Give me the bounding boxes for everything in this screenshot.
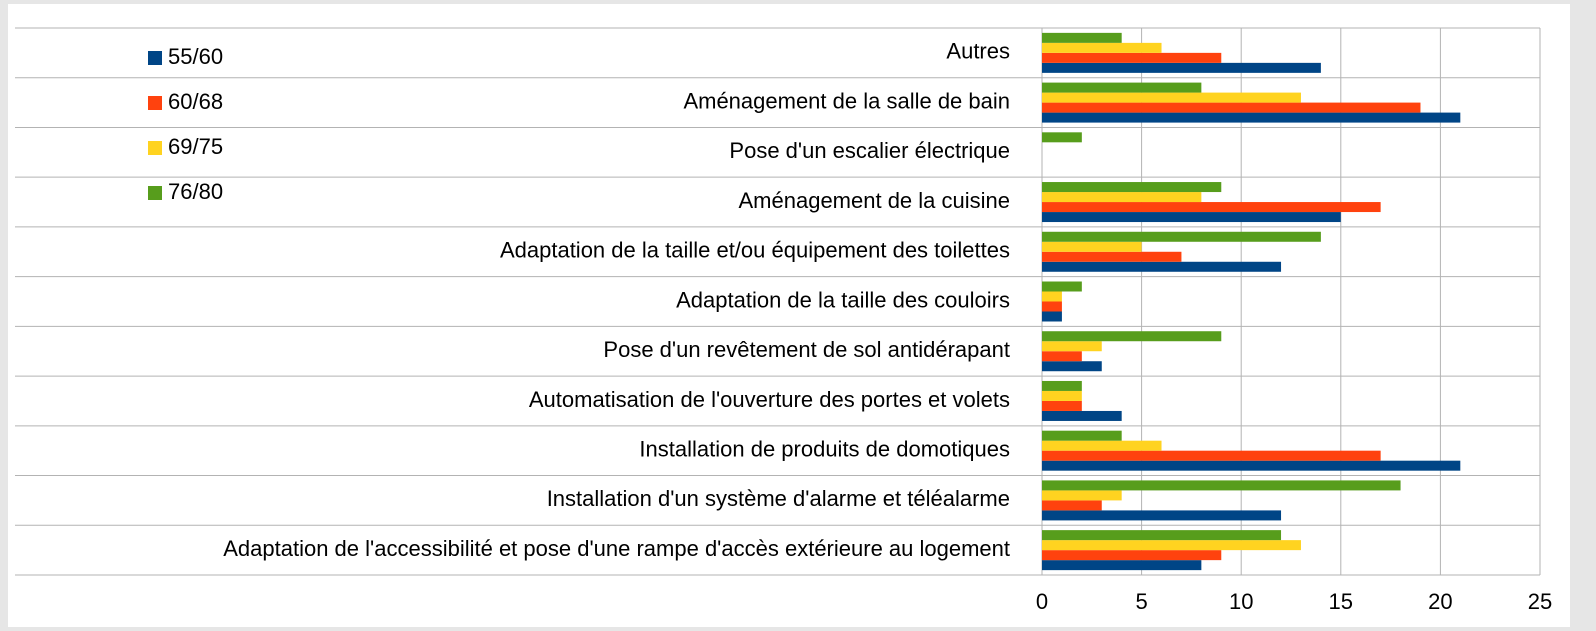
y-tick-label: Aménagement de la salle de bain: [683, 88, 1010, 113]
bar: [1042, 500, 1102, 511]
y-tick-label: Adaptation de la taille des couloirs: [676, 287, 1010, 312]
bar: [1042, 92, 1301, 103]
bar: [1042, 102, 1421, 113]
x-tick-label: 10: [1229, 589, 1253, 614]
bar: [1042, 32, 1122, 43]
legend-swatch: [148, 51, 162, 65]
bar: [1042, 112, 1461, 123]
bar: [1042, 361, 1102, 372]
y-tick-label: Automatisation de l'ouverture des portes…: [529, 387, 1010, 412]
y-tick-label: Pose d'un revêtement de sol antidérapant: [603, 337, 1010, 362]
y-tick-label: Installation de produits de domotiques: [639, 436, 1010, 461]
x-tick-label: 15: [1329, 589, 1353, 614]
legend-swatch: [148, 96, 162, 110]
bar: [1042, 291, 1062, 302]
legend-label: 60/68: [168, 89, 223, 114]
legend-swatch: [148, 141, 162, 155]
bar: [1042, 380, 1082, 391]
bar: [1042, 62, 1321, 73]
x-tick-label: 5: [1135, 589, 1147, 614]
y-tick-label: Adaptation de l'accessibilité et pose d'…: [223, 536, 1010, 561]
bar: [1042, 311, 1062, 322]
x-tick-label: 20: [1428, 589, 1452, 614]
bar: [1042, 490, 1122, 501]
bar: [1042, 400, 1082, 411]
y-tick-label: Autres: [946, 39, 1010, 64]
y-tick-label: Installation d'un système d'alarme et té…: [547, 486, 1010, 511]
bar: [1042, 410, 1122, 421]
bar: [1042, 390, 1082, 401]
bar: [1042, 212, 1341, 223]
y-tick-label: Adaptation de la taille et/ou équipement…: [500, 238, 1010, 263]
y-tick-label: Pose d'un escalier électrique: [729, 138, 1010, 163]
bar: [1042, 351, 1082, 362]
bar: [1042, 231, 1321, 242]
bar: [1042, 430, 1122, 441]
legend-label: 76/80: [168, 179, 223, 204]
bar: [1042, 52, 1222, 63]
bar: [1042, 450, 1381, 461]
bar: [1042, 560, 1202, 571]
bar: [1042, 550, 1222, 561]
bar: [1042, 440, 1162, 451]
bar: [1042, 281, 1082, 292]
bar: [1042, 530, 1282, 541]
bar: [1042, 540, 1301, 551]
bar: [1042, 331, 1222, 342]
legend-label: 55/60: [168, 44, 223, 69]
x-tick-label: 25: [1528, 589, 1552, 614]
legend-swatch: [148, 186, 162, 200]
y-tick-label: Aménagement de la cuisine: [739, 188, 1011, 213]
bar: [1042, 510, 1282, 521]
bar: [1042, 182, 1222, 193]
bar: [1042, 480, 1401, 491]
bar: [1042, 460, 1461, 471]
bar: [1042, 192, 1202, 203]
bar: [1042, 301, 1062, 312]
bar: [1042, 251, 1182, 262]
bar: [1042, 202, 1381, 213]
bar: [1042, 261, 1282, 272]
bar: [1042, 241, 1142, 252]
bar: [1042, 132, 1082, 143]
bar: [1042, 42, 1162, 53]
legend-label: 69/75: [168, 134, 223, 159]
bar: [1042, 341, 1102, 352]
bar: [1042, 82, 1202, 93]
x-tick-label: 0: [1036, 589, 1048, 614]
